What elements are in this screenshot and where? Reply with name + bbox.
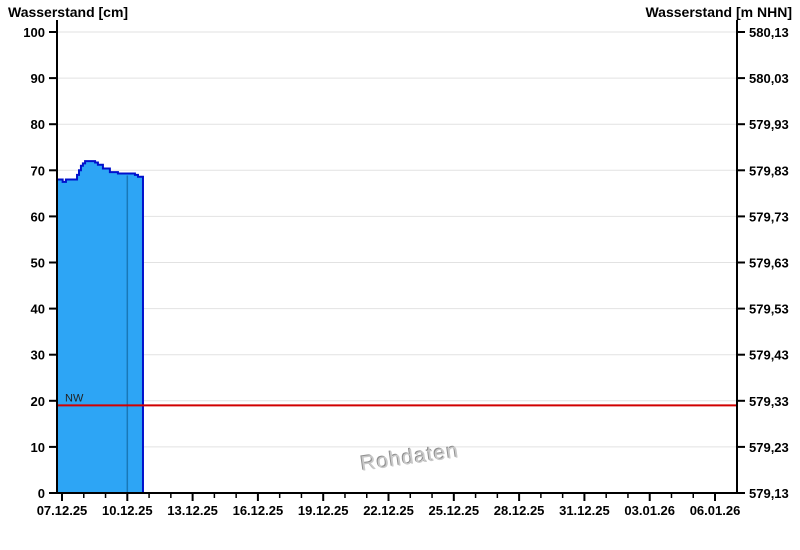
y-right-tick-label: 579,83 <box>749 163 789 178</box>
y-left-tick-label: 0 <box>38 486 45 501</box>
y-left-tick-label: 20 <box>31 394 45 409</box>
water-level-line <box>56 160 144 493</box>
y-right-tick-label: 579,73 <box>749 209 789 224</box>
x-tick-label: 07.12.25 <box>37 503 88 518</box>
y-left-tick-label: 100 <box>23 25 45 40</box>
x-tick-label: 19.12.25 <box>298 503 349 518</box>
x-tick-label: 25.12.25 <box>429 503 480 518</box>
y-left-tick-label: 10 <box>31 440 45 455</box>
x-tick-label: 10.12.25 <box>102 503 153 518</box>
y-left-tick-label: 50 <box>31 256 45 271</box>
y-left-tick-label: 70 <box>31 163 45 178</box>
y-right-tick-label: 579,63 <box>749 256 789 271</box>
y-left-tick-label: 90 <box>31 71 45 86</box>
y-right-tick-label: 579,53 <box>749 302 789 317</box>
right-axis-title: Wasserstand [m NHN] <box>645 4 792 20</box>
nw-label: NW <box>65 392 84 404</box>
y-right-tick-label: 579,43 <box>749 348 789 363</box>
x-tick-label: 28.12.25 <box>494 503 545 518</box>
y-right-tick-label: 580,13 <box>749 25 789 40</box>
y-left-tick-label: 30 <box>31 348 45 363</box>
left-axis-title: Wasserstand [cm] <box>8 4 129 20</box>
y-left-tick-label: 40 <box>31 302 45 317</box>
x-tick-label: 13.12.25 <box>167 503 218 518</box>
x-tick-label: 16.12.25 <box>233 503 284 518</box>
y-right-tick-label: 579,13 <box>749 486 789 501</box>
y-left-tick-label: 60 <box>31 209 45 224</box>
y-right-tick-label: 579,33 <box>749 394 789 409</box>
y-right-tick-label: 580,03 <box>749 71 789 86</box>
water-level-area <box>57 161 143 493</box>
y-left-tick-label: 80 <box>31 117 45 132</box>
y-right-tick-label: 579,23 <box>749 440 789 455</box>
y-right-tick-label: 579,93 <box>749 117 789 132</box>
x-tick-label: 03.01.26 <box>624 503 675 518</box>
x-tick-label: 06.01.26 <box>690 503 741 518</box>
x-tick-label: 22.12.25 <box>363 503 414 518</box>
x-tick-label: 31.12.25 <box>559 503 610 518</box>
